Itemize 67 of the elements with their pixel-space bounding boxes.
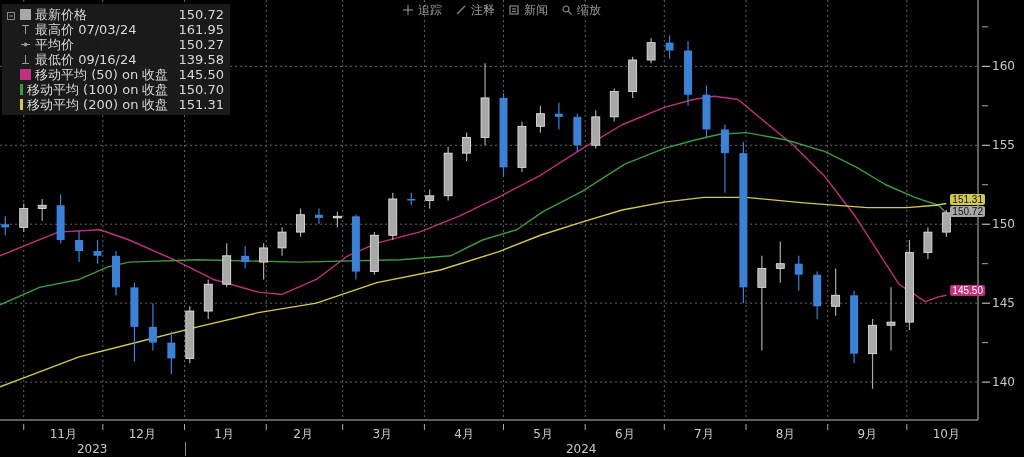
legend-label: 最新价格 bbox=[35, 5, 88, 23]
candlestick bbox=[794, 255, 803, 292]
legend-label: 移动平均 (200) on 收盘 bbox=[26, 96, 169, 114]
y-tick-label: 150 bbox=[992, 217, 1015, 232]
annotation: 150.70 bbox=[178, 82, 224, 97]
text: 2023 bbox=[75, 442, 109, 456]
annotation: 平均价 bbox=[35, 36, 75, 53]
x-tick-label: 1月 bbox=[214, 427, 234, 441]
data-label: 145.50 bbox=[950, 285, 985, 297]
x-tick-label: 7月 bbox=[694, 427, 714, 441]
candlestick bbox=[93, 239, 102, 265]
annotation: 最低价 09/16/24 bbox=[35, 51, 138, 68]
candlestick bbox=[314, 207, 323, 225]
annotation: 注释 bbox=[470, 1, 495, 19]
candlestick bbox=[1, 215, 10, 236]
x-tick-label: 8月 bbox=[775, 427, 796, 441]
annotation: 追踪 bbox=[417, 1, 442, 19]
candlestick bbox=[775, 240, 785, 284]
annotation: 新闻 bbox=[523, 1, 548, 19]
x-tick-label: 10月 bbox=[932, 427, 961, 441]
text: 2024 bbox=[564, 442, 598, 456]
candlestick bbox=[19, 203, 29, 233]
y-tick-label: 160 bbox=[992, 59, 1015, 74]
text: 150.72 bbox=[952, 206, 983, 218]
annotation: 最高价 07/03/24 bbox=[35, 21, 138, 38]
candlestick bbox=[148, 302, 157, 352]
legend-label: 移动平均 (50) on 收盘 bbox=[35, 66, 169, 83]
candlestick bbox=[886, 286, 896, 352]
candlestick bbox=[425, 188, 435, 210]
y-tick-label: 140 bbox=[992, 375, 1015, 390]
candlestick bbox=[646, 37, 656, 64]
annotation: 150.27 bbox=[178, 37, 224, 52]
annotation: 150.72 bbox=[178, 7, 224, 22]
candlestick bbox=[37, 198, 47, 222]
annotation: 151.31 bbox=[178, 97, 224, 112]
candlestick bbox=[241, 245, 250, 270]
candlestick bbox=[720, 124, 729, 194]
candlestick bbox=[831, 267, 841, 317]
candlestick bbox=[923, 226, 933, 260]
annotation: 139.58 bbox=[178, 52, 224, 67]
x-tick-label: 3月 bbox=[372, 427, 393, 441]
candlestick bbox=[554, 102, 563, 131]
x-tick-label: 4月 bbox=[454, 427, 474, 441]
legend-label: 移动平均 (100) on 收盘 bbox=[26, 81, 169, 98]
y-tick-label: 155 bbox=[992, 138, 1015, 153]
candlestick bbox=[259, 242, 269, 281]
candlestick bbox=[75, 229, 84, 263]
line-series bbox=[0, 196, 948, 388]
data-label: 151.31 bbox=[950, 194, 985, 206]
candlestick bbox=[277, 226, 287, 257]
candlestick bbox=[665, 34, 674, 60]
x-tick-label: 5月 bbox=[533, 427, 553, 441]
x-tick-label: 6月 bbox=[614, 427, 635, 441]
line-series bbox=[0, 95, 948, 303]
x-tick-label: 12月 bbox=[128, 427, 156, 441]
annotation: 145.50 bbox=[178, 67, 224, 82]
candlestick bbox=[296, 207, 305, 238]
x-tick-label: 9月 bbox=[857, 427, 878, 441]
annotation: 161.95 bbox=[178, 22, 224, 37]
candlestick bbox=[757, 255, 767, 352]
candlestick bbox=[536, 105, 545, 134]
candlestick bbox=[462, 132, 471, 162]
x-tick-label: 2月 bbox=[293, 427, 313, 441]
annotation: 缩放 bbox=[576, 1, 601, 19]
x-tick-label: 11月 bbox=[49, 427, 77, 441]
y-tick-label: 145 bbox=[992, 296, 1015, 311]
candlestick bbox=[167, 330, 176, 375]
